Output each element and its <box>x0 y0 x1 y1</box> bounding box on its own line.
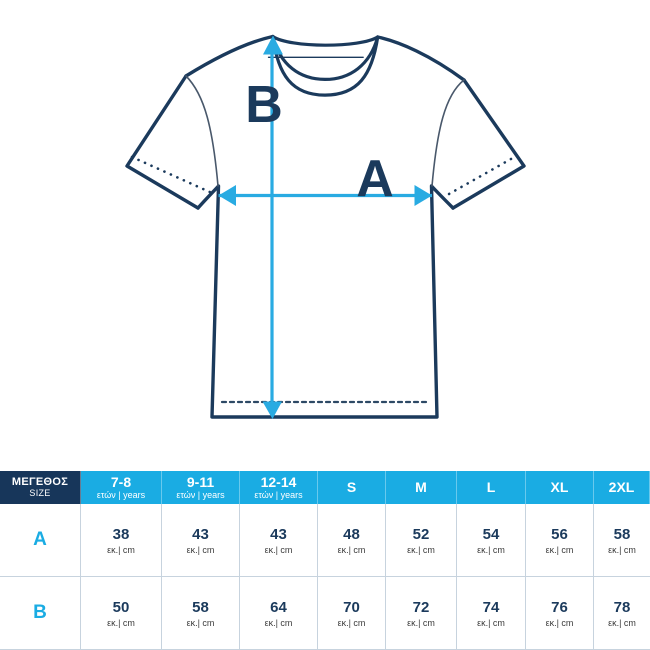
svg-text:B: B <box>245 76 283 134</box>
svg-text:A: A <box>356 150 394 208</box>
